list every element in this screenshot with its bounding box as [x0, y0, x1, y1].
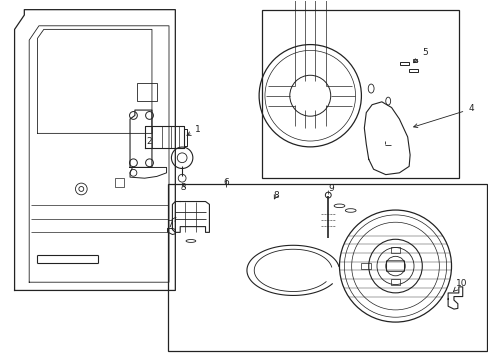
- Bar: [412, 59, 417, 62]
- Bar: [390, 279, 400, 285]
- Bar: [261, 10, 458, 178]
- Text: 5: 5: [413, 48, 427, 63]
- Bar: [115, 178, 124, 187]
- Bar: [167, 184, 486, 351]
- Text: 9: 9: [327, 184, 333, 193]
- Text: 3: 3: [181, 183, 186, 192]
- Text: 2: 2: [146, 137, 152, 146]
- Bar: [400, 62, 408, 65]
- Text: 7: 7: [167, 217, 176, 229]
- Text: 10: 10: [452, 279, 466, 292]
- Bar: [361, 263, 370, 269]
- Bar: [408, 69, 417, 72]
- Bar: [390, 247, 400, 253]
- Bar: [137, 83, 157, 101]
- Text: 1: 1: [186, 125, 201, 135]
- Text: 4: 4: [413, 104, 473, 127]
- Text: 6: 6: [223, 178, 228, 187]
- Text: 8: 8: [273, 190, 279, 199]
